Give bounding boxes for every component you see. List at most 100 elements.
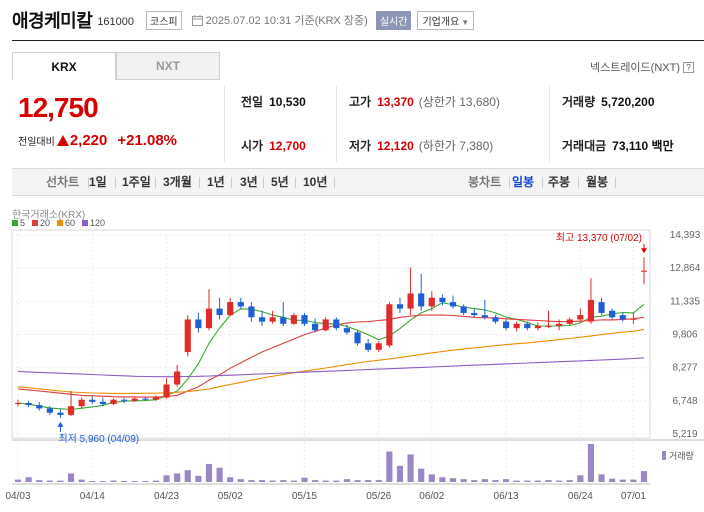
legend-label: 60 <box>65 218 76 228</box>
separator <box>542 177 543 188</box>
candle-daily[interactable]: 일봉 <box>512 175 535 189</box>
candle-body <box>142 398 149 400</box>
chart-frame <box>11 229 651 439</box>
period-1w[interactable]: 1주일 <box>122 175 151 189</box>
volume-bar <box>640 471 648 482</box>
volume-bar <box>14 479 22 482</box>
volume-bar <box>354 480 361 482</box>
candle-body <box>428 297 435 307</box>
volume-bar <box>471 480 478 482</box>
candle-body <box>439 297 446 303</box>
separator <box>155 177 156 188</box>
volume-bar <box>25 477 32 482</box>
volume-bar <box>492 480 499 482</box>
stat-value: 73,110 백만 <box>612 139 674 153</box>
tab-krx[interactable]: KRX <box>12 52 116 80</box>
help-icon[interactable]: ? <box>683 61 694 73</box>
legend-swatch <box>82 220 89 226</box>
stat-value: 12,700 <box>269 139 306 153</box>
line-chart-button[interactable]: 선차트 <box>46 175 80 189</box>
y-tick-label: 11,335 <box>670 296 700 307</box>
volume-bar <box>195 475 202 482</box>
legend-ma5: 5 <box>12 218 25 228</box>
y-tick-label: 8,277 <box>672 363 697 374</box>
period-1d[interactable]: 1일 <box>89 175 107 189</box>
corp-info-label: 기업개요 <box>422 16 460 28</box>
candlestick-chart[interactable]: 14,393 12,864 11,335 9,806 8,277 6,748 5,219 04… <box>0 200 704 512</box>
stat-label: 전일 <box>241 95 264 109</box>
ma120-line <box>17 357 645 378</box>
candle-body <box>322 319 329 331</box>
change-amount: 2,220 <box>69 132 108 149</box>
stat-value: 13,370 <box>377 95 414 109</box>
candle-body <box>556 323 563 326</box>
candle-body <box>407 293 414 309</box>
ma60-line <box>17 329 645 394</box>
volume-bar <box>290 480 297 482</box>
x-tick-label: 06/13 <box>494 491 519 502</box>
volume-bar <box>174 473 181 482</box>
volume-bar <box>386 451 393 482</box>
volume-bar <box>513 480 520 482</box>
volume-bar <box>121 481 128 482</box>
high-arrow-icon <box>641 248 647 254</box>
stat-value: 10,530 <box>269 95 306 109</box>
candle-body <box>36 405 43 409</box>
ma20-line <box>17 314 645 398</box>
volume-bar <box>110 480 117 482</box>
volume-bar <box>89 481 96 482</box>
candle-body <box>343 328 350 333</box>
period-3m[interactable]: 3개월 <box>163 175 192 189</box>
corp-info-dropdown[interactable]: 기업개요 ▼ <box>417 10 475 30</box>
candle-body <box>481 315 488 318</box>
candle-body <box>609 310 616 318</box>
candle-body <box>25 402 32 406</box>
separator <box>115 177 116 188</box>
candle-monthly[interactable]: 월봉 <box>586 175 609 189</box>
candle-weekly[interactable]: 주봉 <box>548 175 571 189</box>
stat-label: 시가 <box>241 139 264 153</box>
separator <box>509 177 510 188</box>
volume-label: 거래량 <box>669 451 694 461</box>
period-10y[interactable]: 10년 <box>303 175 328 189</box>
candle-body <box>258 317 266 322</box>
volume-bar <box>598 474 605 482</box>
x-tick-label: 06/24 <box>568 491 593 502</box>
price-change: 전일대비 2,220 +21.08% <box>18 132 177 149</box>
tab-nxt[interactable]: NXT <box>116 52 220 80</box>
candle-body <box>333 319 340 329</box>
period-3y[interactable]: 3년 <box>240 175 258 189</box>
period-5y[interactable]: 5년 <box>271 175 289 189</box>
legend-swatch <box>32 220 39 226</box>
x-tick-label: 04/03 <box>5 491 30 502</box>
x-tick-label: 04/23 <box>154 491 179 502</box>
volume-bar <box>67 473 75 482</box>
volume-bar <box>216 467 223 482</box>
legend-label: 5 <box>20 218 26 228</box>
candle-body <box>89 399 96 402</box>
realtime-button[interactable]: 실시간 <box>375 10 412 30</box>
volume-bar <box>258 480 266 482</box>
nxt-link-label: 넥스트레이드(NXT) <box>589 62 680 74</box>
candle-body <box>566 319 573 324</box>
header-divider <box>12 40 704 41</box>
volume-bar <box>142 481 149 482</box>
candle-chart-button[interactable]: 봉차트 <box>468 175 502 189</box>
ma-legend: 5 20 60 120 <box>12 218 112 228</box>
change-percent: +21.08% <box>117 132 177 149</box>
volume-bar <box>152 480 160 482</box>
candle-body <box>577 315 584 320</box>
stat-open: 시가 12,700 <box>241 137 306 154</box>
datetime-text: 2025.07.02 10:31 <box>205 15 292 27</box>
period-1y[interactable]: 1년 <box>207 175 225 189</box>
legend-ma20: 20 <box>32 218 50 228</box>
volume-swatch <box>662 451 666 460</box>
legend-swatch <box>57 220 64 226</box>
volume-bar <box>439 477 446 482</box>
volume-bar <box>502 479 510 482</box>
volume-bar <box>365 480 372 482</box>
volume-bar <box>460 479 467 482</box>
candle-body <box>545 325 552 327</box>
nxt-link[interactable]: 넥스트레이드(NXT) ? <box>590 59 694 75</box>
volume-bar <box>418 468 425 482</box>
